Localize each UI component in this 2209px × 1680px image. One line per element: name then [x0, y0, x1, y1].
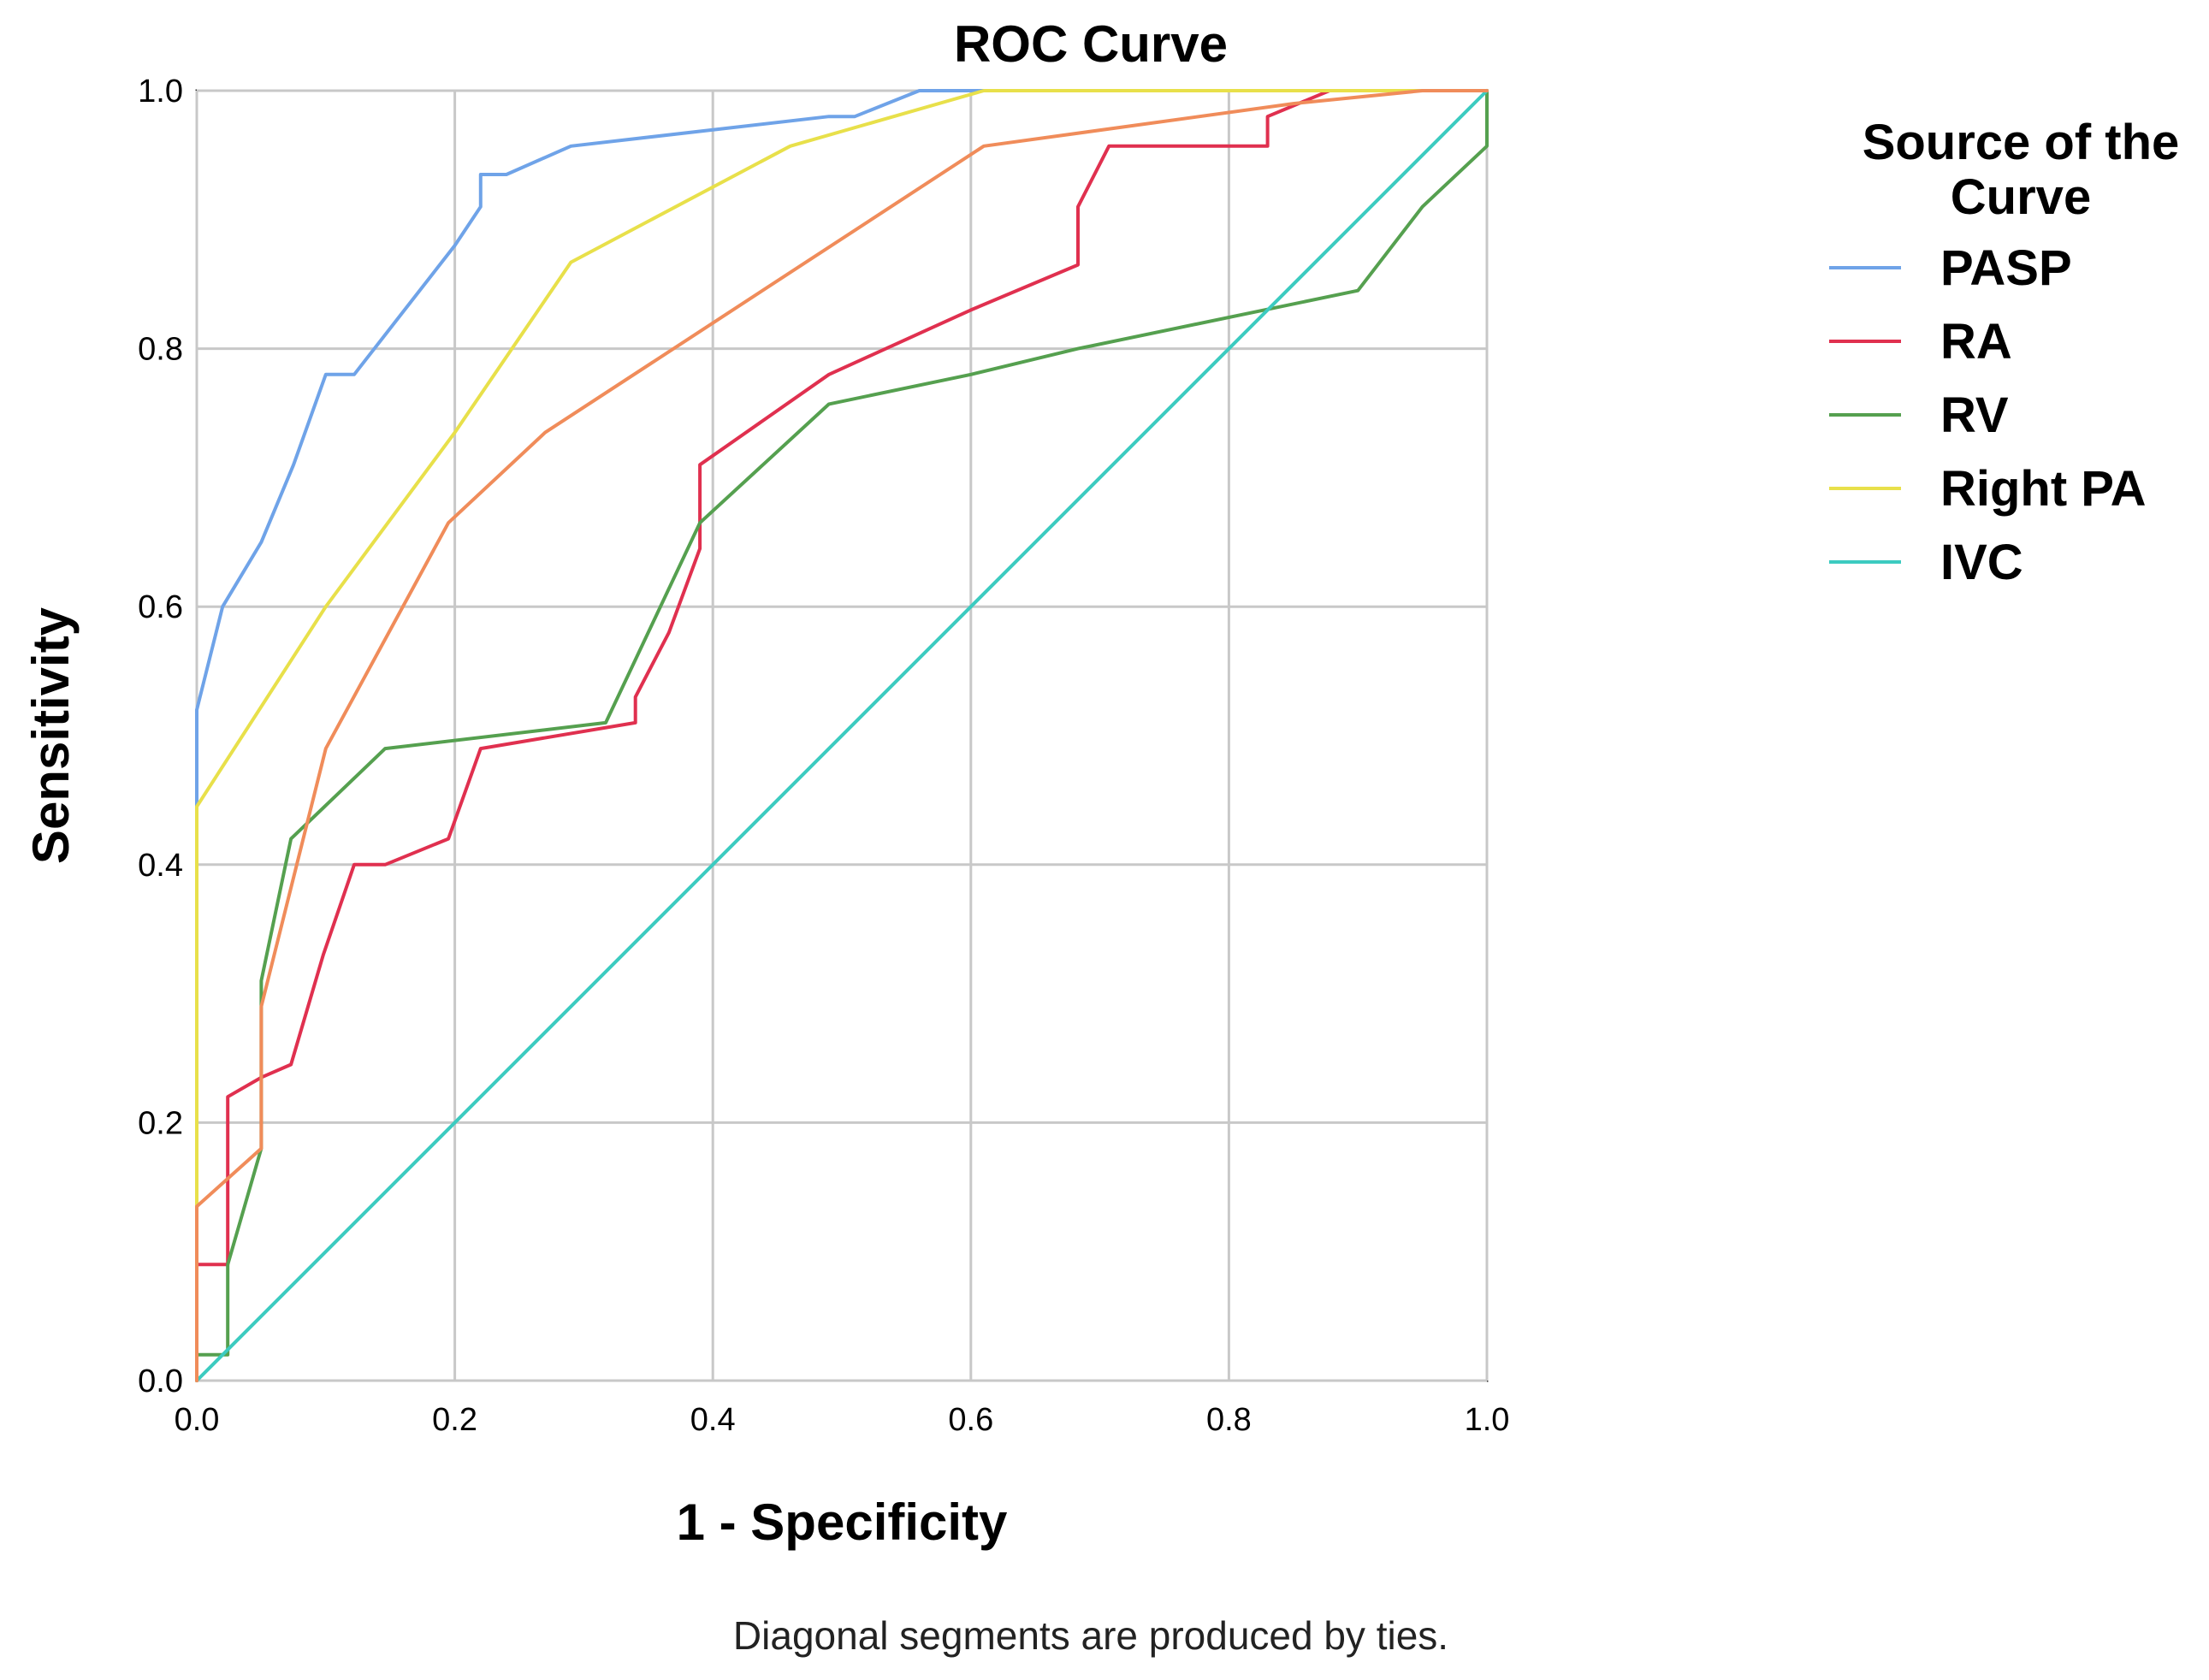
y-tick-label: 0.4 — [138, 848, 183, 884]
footnote: Diagonal segments are produced by ties. — [733, 1613, 1448, 1658]
x-tick-label: 0.4 — [690, 1402, 736, 1438]
y-tick-label: 0.8 — [138, 332, 183, 368]
chart-title: ROC Curve — [954, 15, 1228, 73]
series-line-right-pa-orange- — [195, 89, 1489, 1382]
legend-item: PASP — [1829, 240, 2072, 296]
series-line-pasp — [195, 89, 1489, 1382]
x-axis-label: 1 - Specificity — [677, 1494, 1008, 1551]
x-tick-label: 0.0 — [175, 1402, 220, 1438]
legend-item: Right PA — [1829, 461, 2147, 517]
y-axis-label: Sensitivity — [22, 606, 80, 864]
legend-label: IVC — [1940, 535, 2023, 590]
legend-label: PASP — [1940, 240, 2072, 296]
series-line-rv — [195, 89, 1489, 1382]
legend-item: RA — [1829, 314, 2012, 370]
x-tick-label: 0.8 — [1206, 1402, 1252, 1438]
legend-item: RV — [1829, 387, 2009, 443]
y-tick-label: 0.0 — [138, 1364, 183, 1399]
y-axis-ticks: 0.0 0.2 0.4 0.6 0.8 1.0 — [138, 74, 183, 1399]
legend-title-line-2: Curve — [1951, 169, 2091, 225]
y-tick-label: 0.6 — [138, 589, 183, 625]
series-group — [195, 89, 1489, 1382]
x-tick-label: 1.0 — [1465, 1402, 1510, 1438]
x-tick-label: 0.2 — [432, 1402, 477, 1438]
series-line-right-pa — [195, 89, 1489, 1382]
y-tick-label: 1.0 — [138, 74, 183, 109]
y-tick-label: 0.2 — [138, 1105, 183, 1141]
series-line-ivc — [195, 89, 1489, 1382]
legend-title-line-1: Source of the — [1863, 115, 2180, 170]
legend: Source of the Curve PASP RA RV Right PA IVC — [1829, 115, 2179, 590]
legend-items: PASP RA RV Right PA IVC — [1829, 240, 2147, 590]
x-axis-ticks: 0.0 0.2 0.4 0.6 0.8 1.0 — [175, 1402, 1510, 1438]
legend-label: Right PA — [1940, 461, 2147, 517]
legend-label: RA — [1940, 314, 2012, 370]
legend-label: RV — [1940, 387, 2009, 443]
x-tick-label: 0.6 — [948, 1402, 993, 1438]
legend-item: IVC — [1829, 535, 2023, 590]
